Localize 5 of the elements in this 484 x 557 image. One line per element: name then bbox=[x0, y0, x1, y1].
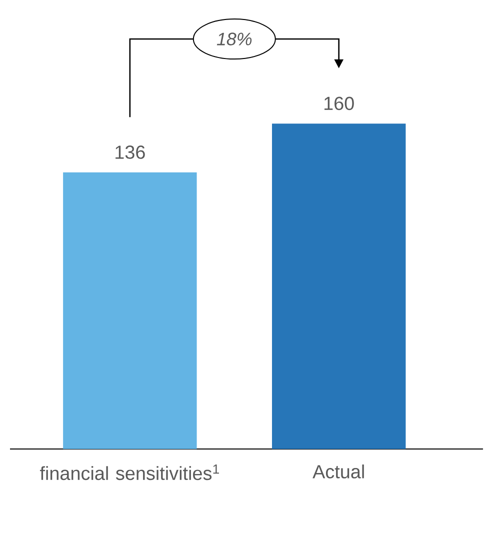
data-label: 160 bbox=[324, 96, 354, 110]
x-tick-label: financial sensitivities$^{1}$ bbox=[40, 464, 220, 480]
x-tick-label: Actual bbox=[312, 464, 364, 478]
text: 18% bbox=[217, 32, 252, 46]
data-label: 136 bbox=[116, 146, 146, 159]
